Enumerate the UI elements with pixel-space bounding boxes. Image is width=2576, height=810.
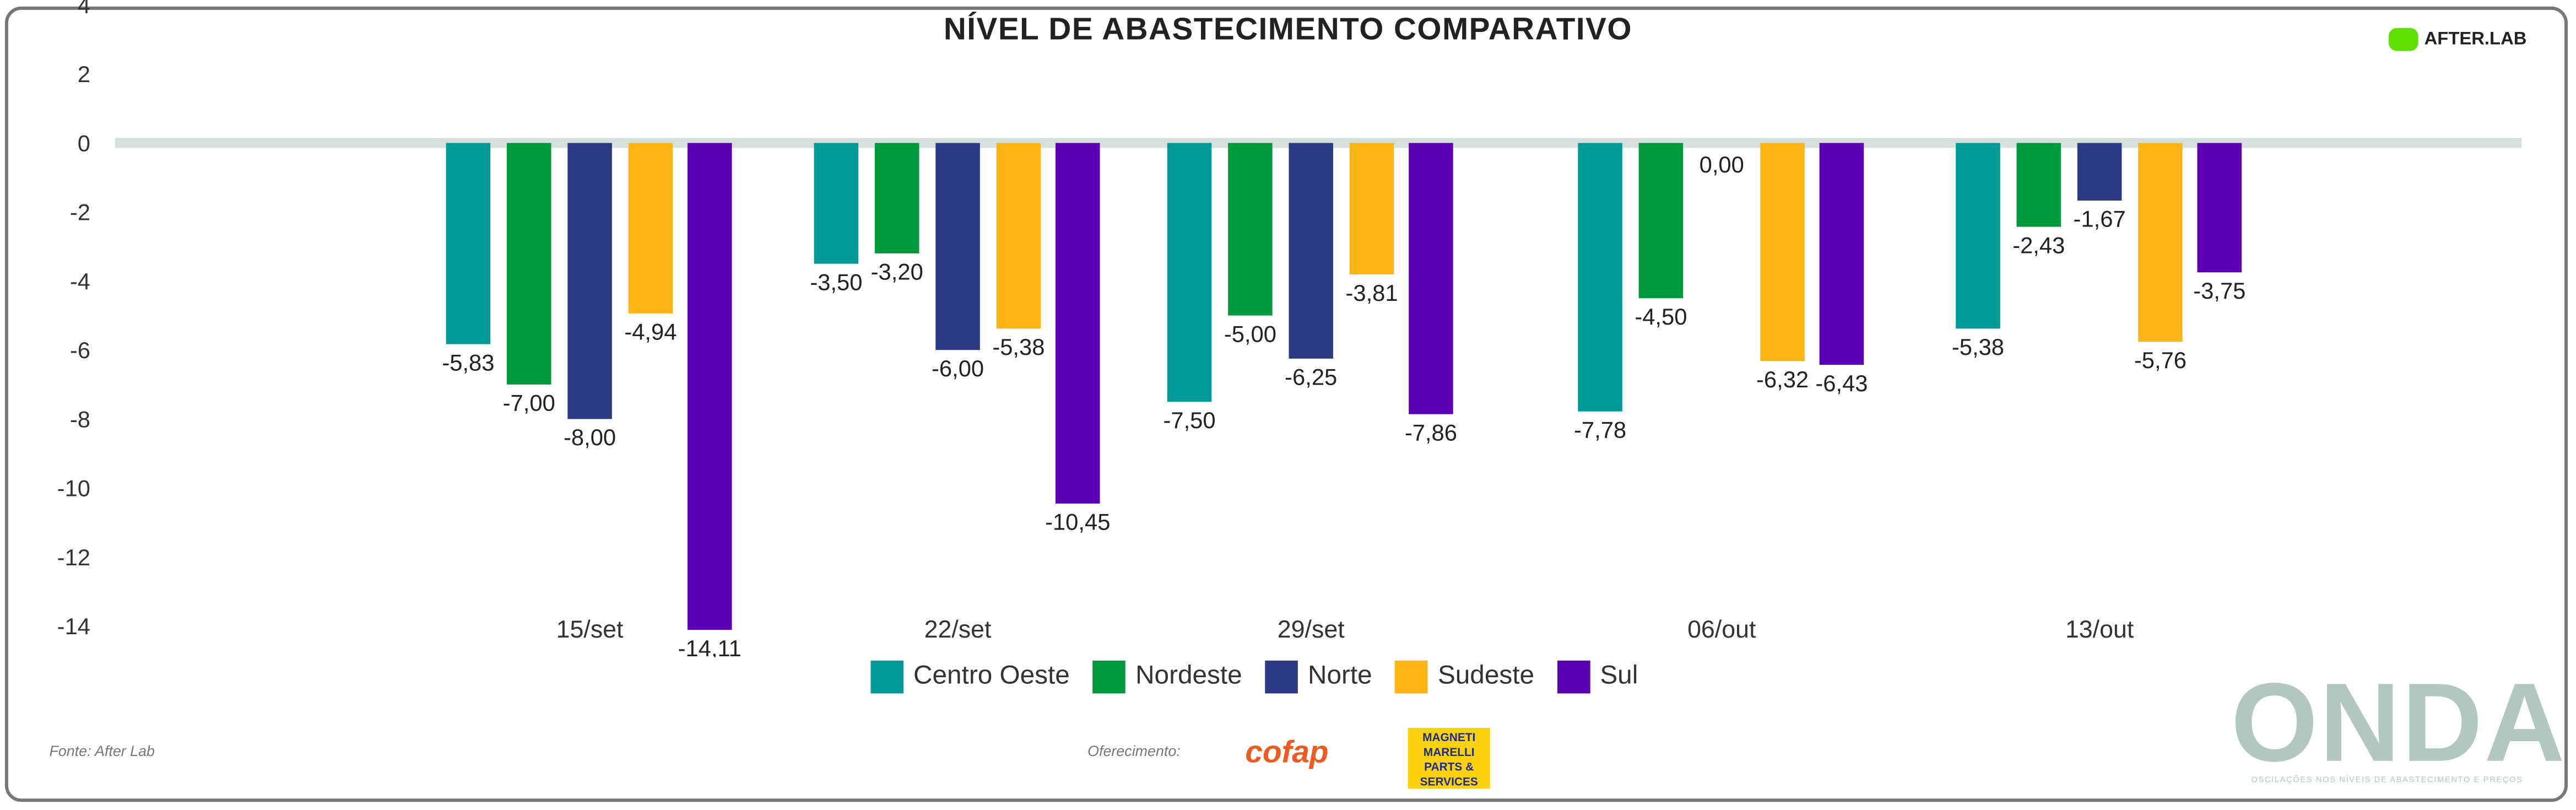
- bar-nordeste: [2016, 143, 2061, 227]
- x-tick-label: 13/out: [2065, 616, 2134, 643]
- y-tick-label: -4: [70, 268, 90, 294]
- legend-label: Sul: [1600, 662, 1638, 690]
- data-label: 0,00: [1700, 152, 1744, 177]
- legend-label: Sudeste: [1437, 662, 1535, 690]
- data-label: -6,43: [1815, 370, 1868, 396]
- bar-sudeste: [1349, 143, 1394, 275]
- bar-sul: [2197, 143, 2242, 273]
- y-tick-label: -12: [57, 544, 90, 570]
- bar-norte: [935, 143, 980, 350]
- afterlab-brand: AFTER.LAB: [2424, 29, 2527, 50]
- bar-sul: [1055, 143, 1100, 504]
- legend-swatch: [1265, 660, 1298, 694]
- data-label: -6,25: [1285, 364, 1337, 390]
- magneti-marelli-logo: MAGNETI MARELLI PARTS & SERVICES: [1408, 728, 1490, 789]
- bar-sul: [688, 143, 732, 630]
- data-label: -3,75: [2193, 278, 2245, 304]
- data-label: -7,00: [503, 390, 555, 416]
- data-label: -7,78: [1574, 417, 1626, 442]
- sponsor-label: Oferecimento:: [1087, 742, 1181, 759]
- data-label: -3,20: [871, 259, 923, 285]
- onda-logo: ONDA OSCILAÇÕES NOS NÍVEIS DE ABASTECIME…: [2231, 660, 2567, 786]
- y-tick-label: 0: [78, 130, 90, 156]
- bar-centro-oeste: [446, 143, 491, 344]
- legend-swatch: [1557, 660, 1590, 694]
- afterlab-logo-icon: [2388, 28, 2418, 51]
- source-note: Fonte: After Lab: [49, 742, 155, 759]
- y-tick-label: 4: [78, 0, 90, 18]
- data-label: -4,50: [1635, 304, 1687, 330]
- data-label: -5,38: [1952, 334, 2004, 360]
- bar-centro-oeste: [1956, 143, 2000, 329]
- legend-swatch: [1092, 660, 1126, 694]
- data-label: -5,83: [442, 349, 494, 375]
- bar-nordeste: [506, 143, 551, 385]
- bar-sudeste: [996, 143, 1041, 329]
- onda-tagline: OSCILAÇÕES NOS NÍVEIS DE ABASTECIMENTO E…: [2251, 775, 2523, 786]
- legend-item: Nordeste: [1092, 660, 1242, 694]
- bar-sudeste: [1760, 143, 1805, 361]
- y-tick-label: -2: [70, 199, 90, 225]
- x-tick-label: 22/set: [924, 616, 992, 643]
- afterlab-logo: AFTER.LAB: [2388, 28, 2526, 51]
- data-label: -1,67: [2074, 206, 2126, 232]
- data-label: -7,50: [1163, 407, 1215, 433]
- bar-chart: 4 2 0 -2 -4 -6 -8 -10 -12 -14 15/set -5,83 -7,00 -8,0…: [57, 0, 2522, 657]
- data-label: -3,81: [1345, 280, 1398, 306]
- data-label: -14,11: [678, 635, 742, 657]
- data-label: -8,00: [564, 424, 616, 450]
- frame: [4, 6, 2568, 802]
- bar-sul: [1819, 143, 1864, 365]
- data-label: -10,45: [1045, 509, 1110, 535]
- legend-label: Nordeste: [1135, 662, 1242, 690]
- data-label: -6,32: [1756, 366, 1809, 392]
- chart-title: NÍVEL DE ABASTECIMENTO COMPARATIVO: [943, 13, 1632, 48]
- legend-swatch: [1395, 660, 1428, 694]
- y-tick-label: -14: [57, 613, 90, 639]
- bar-norte: [2077, 143, 2122, 201]
- bar-centro-oeste: [814, 143, 859, 264]
- x-tick-label: 29/set: [1278, 616, 1345, 643]
- cofap-logo: cofap: [1245, 736, 1329, 771]
- y-tick-label: -8: [70, 406, 90, 432]
- y-tick-label: 2: [78, 61, 90, 87]
- onda-name: ONDA: [2231, 660, 2567, 786]
- legend-label: Norte: [1307, 662, 1372, 690]
- data-label: -3,50: [810, 269, 862, 295]
- legend-item: Sul: [1557, 660, 1638, 694]
- x-tick-label: 06/out: [1687, 616, 1756, 643]
- bar-centro-oeste: [1167, 143, 1212, 402]
- bar-nordeste: [874, 143, 919, 253]
- bar-norte: [1289, 143, 1333, 359]
- bar-norte: [567, 143, 612, 419]
- data-label: -6,00: [932, 355, 984, 381]
- data-label: -5,38: [992, 334, 1045, 360]
- data-label: -4,94: [624, 319, 677, 345]
- data-label: -5,00: [1224, 321, 1276, 347]
- legend: Centro Oeste Nordeste Norte Sudeste Sul: [870, 660, 1638, 694]
- bar-nordeste: [1638, 143, 1684, 299]
- data-label: -2,43: [2012, 232, 2065, 258]
- legend-item: Centro Oeste: [870, 660, 1070, 694]
- x-tick-label: 15/set: [556, 616, 624, 643]
- y-tick-label: -6: [70, 337, 90, 363]
- legend-item: Sudeste: [1395, 660, 1535, 694]
- legend-swatch: [870, 660, 904, 694]
- bar-centro-oeste: [1578, 143, 1622, 412]
- bar-sudeste: [2138, 143, 2183, 342]
- legend-item: Norte: [1265, 660, 1372, 694]
- data-label: -5,76: [2134, 347, 2187, 373]
- data-label: -7,86: [1405, 419, 1457, 445]
- bar-sul: [1409, 143, 1453, 414]
- bar-sudeste: [628, 143, 673, 314]
- y-tick-label: -10: [57, 476, 90, 501]
- bar-nordeste: [1228, 143, 1273, 316]
- legend-label: Centro Oeste: [913, 662, 1070, 690]
